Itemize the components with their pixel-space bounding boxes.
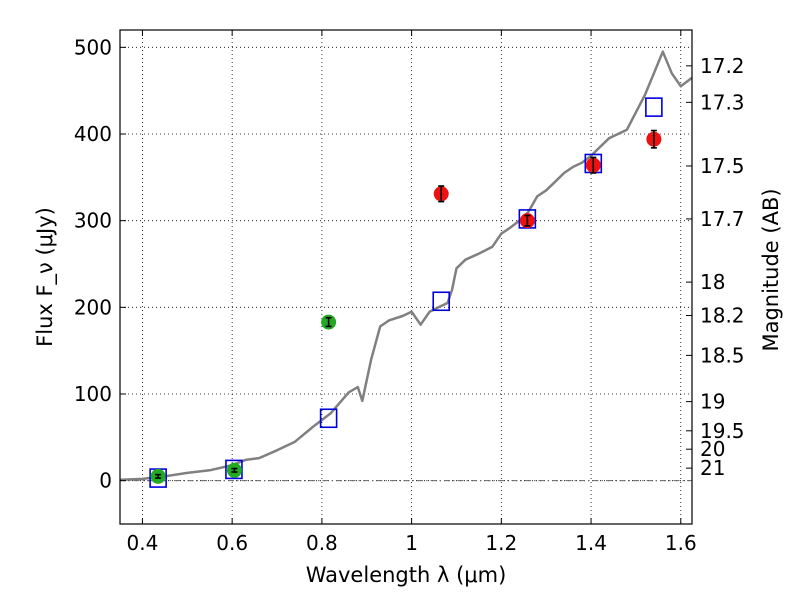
y-axis-title: Flux F_ν (μJy) <box>33 207 58 347</box>
y-tick-label: 500 <box>74 35 112 59</box>
y2-axis-title: Magnitude (AB) <box>759 188 783 351</box>
x-tick-label: 1 <box>405 531 418 555</box>
y-tick-label: 300 <box>74 209 112 233</box>
model-band-square <box>432 291 451 312</box>
x-tick-label: 0.8 <box>306 531 338 555</box>
y-tick-label: 200 <box>74 295 112 319</box>
mag-tick-label: 18.5 <box>700 343 745 367</box>
mag-tick-label: 20 <box>700 437 725 461</box>
series-layer <box>119 50 693 488</box>
model-band-square <box>225 459 243 480</box>
x-axis-title: Wavelength λ (μm) <box>306 563 507 587</box>
mag-tick-label: 19.5 <box>700 419 745 443</box>
mag-tick-label: 19 <box>700 390 725 414</box>
y-tick-label: 400 <box>74 122 112 146</box>
mag-tick-label: 21 <box>700 456 725 480</box>
plot-area <box>120 30 692 524</box>
x-tick-label: 1.2 <box>485 531 517 555</box>
mag-tick-label: 18.2 <box>700 304 745 328</box>
y-tick-label: 0 <box>99 469 112 493</box>
mag-tick-label: 18 <box>700 270 725 294</box>
mag-tick-label: 17.2 <box>700 54 745 78</box>
mag-tick-label: 17.7 <box>700 207 745 231</box>
x-tick-label: 1.4 <box>575 531 607 555</box>
x-tick-label: 1.6 <box>665 531 697 555</box>
model-band-square <box>645 97 663 117</box>
x-tick-label: 0.4 <box>127 531 159 555</box>
mag-tick-label: 17.3 <box>700 90 745 114</box>
y-tick-label: 100 <box>74 382 112 406</box>
mag-tick-label: 17.5 <box>700 154 745 178</box>
plot-frame <box>119 29 693 525</box>
axis-ticks: 0.4 0.6 0.8 1 1.2 1.4 1.6 0 100 200 300 400 500 17.2 1… <box>74 30 745 555</box>
model-band-square <box>319 408 338 429</box>
x-tick-label: 0.6 <box>216 531 248 555</box>
model-spectrum-line <box>119 50 693 482</box>
